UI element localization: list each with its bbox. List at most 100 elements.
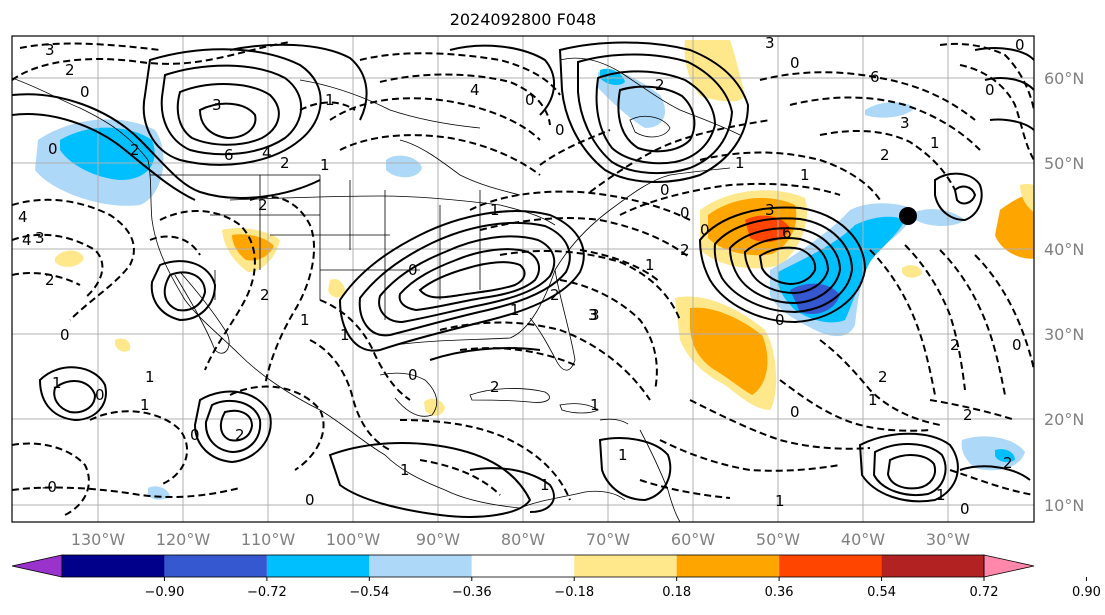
lat-label-20n: 20°N (1044, 410, 1084, 429)
location-marker (899, 207, 917, 225)
contour-label: 1 (540, 476, 550, 494)
colorbar-segment (266, 555, 370, 577)
colorbar-tick-label: 0.90 (1072, 585, 1101, 600)
positive-contours (12, 41, 1034, 518)
colorbar-tick-label: −0.18 (554, 585, 594, 600)
contour-label: 2 (235, 426, 245, 444)
contour-label: 3 (588, 306, 598, 324)
colorbar-tick-label: 0.54 (867, 585, 896, 600)
contour-label: -0 (42, 478, 57, 496)
contour-label: 2 (130, 141, 140, 159)
colorbar: −0.90 −0.72 −0.54 −0.36 −0.18 0.18 0.36 0.54 0.7… (11, 554, 1101, 600)
contour-label: 0 (700, 221, 710, 239)
contour-label: 2 (950, 336, 960, 354)
lon-label-40w: 40°W (841, 530, 885, 549)
colorbar-segment (62, 555, 165, 577)
contour-label: 0 (60, 326, 70, 344)
lat-label-10n: 10°N (1044, 496, 1084, 515)
lon-label-90w: 90°W (416, 530, 460, 549)
contour-label: 0 (680, 204, 690, 222)
contour-label: 3 (590, 306, 600, 324)
colorbar-frame (61, 554, 985, 578)
map-title: 2024092800 F048 (450, 10, 597, 29)
contour-label: 0 (1015, 36, 1025, 54)
contour-label: 2 (655, 76, 665, 94)
contour-label: 1 (510, 301, 520, 319)
contour-label: 2 (550, 286, 560, 304)
contour-label: 2 (878, 368, 888, 386)
contour-label: 4 (22, 231, 32, 249)
contour-label: 2 (258, 196, 268, 214)
contour-label: 1 (930, 134, 940, 152)
contour-label: 4 (262, 144, 272, 162)
contour-label: 1 (618, 446, 628, 464)
contour-label: 3 (765, 34, 775, 52)
contour-label: 1 (140, 396, 150, 414)
lat-lon-grid (12, 36, 1034, 522)
contour-label: 0 (1012, 336, 1022, 354)
contour-label: 1 (590, 396, 600, 414)
lat-label-40n: 40°N (1044, 240, 1084, 259)
contour-label: 1 (775, 492, 785, 510)
colorbar-tick-label: −0.72 (247, 585, 287, 600)
colorbar-segment (164, 555, 267, 577)
contour-label: 3 (900, 114, 910, 132)
contour-label: 1 (645, 256, 655, 274)
contour-label: 1 (325, 91, 335, 109)
contour-label: 0 (305, 491, 315, 509)
lon-label-50w: 50°W (756, 530, 800, 549)
contour-label: 1 (320, 156, 330, 174)
colorbar-segment (369, 555, 472, 577)
contour-label: 1 (936, 486, 946, 504)
lon-label-80w: 80°W (501, 530, 545, 549)
latitude-labels: 60°N 50°N 40°N 30°N 20°N 10°N (1044, 69, 1084, 515)
contour-label: 2 (260, 286, 270, 304)
contour-label: 0 (408, 261, 418, 279)
contour-label: 0 (80, 83, 90, 101)
colorbar-tick-label: −0.90 (145, 585, 185, 600)
contour-label: 1 (340, 326, 350, 344)
contour-label: 2 (963, 406, 973, 424)
contour-label: 0 (985, 81, 995, 99)
colorbar-tick-label: 0.18 (662, 585, 691, 600)
contour-label: 4 (18, 208, 28, 226)
contour-label: 1 (800, 166, 810, 184)
colorbar-tick-label: 0.36 (765, 585, 794, 600)
colorbar-segment (574, 555, 677, 577)
contour-label: 6 (870, 68, 880, 86)
lon-label-110w: 110°W (241, 530, 296, 549)
contour-label: 0 (525, 91, 535, 109)
lat-label-60n: 60°N (1044, 69, 1084, 88)
lon-label-60w: 60°W (671, 530, 715, 549)
colorbar-segment (779, 555, 882, 577)
lat-label-30n: 30°N (1044, 325, 1084, 344)
lon-label-120w: 120°W (156, 530, 211, 549)
contour-label: 3 (765, 201, 775, 219)
contour-label: 0 (95, 386, 105, 404)
lon-label-130w: 130°W (71, 530, 126, 549)
contour-label: 2 (490, 378, 500, 396)
contour-label: 6 (224, 146, 234, 164)
contour-label: 2 (880, 146, 890, 164)
colorbar-tick-label: −0.54 (349, 585, 389, 600)
contour-label: 4 (470, 81, 480, 99)
contour-label: 3 (35, 229, 45, 247)
contour-label: 1 (490, 201, 500, 219)
lon-label-30w: 30°W (926, 530, 970, 549)
contour-label: 1 (52, 374, 62, 392)
map-plot-area: 3 2 0 2 3 6 2 4 1 2 4 3 2 0 4 0 3 6 2 0 … (12, 34, 1034, 522)
contour-label: 2 (45, 271, 55, 289)
contour-label: 0 (408, 366, 418, 384)
colorbar-extend-low (11, 554, 63, 578)
colorbar-segment (676, 555, 780, 577)
contour-label: 6 (782, 224, 792, 242)
contour-label: 2 (65, 61, 75, 79)
contour-label: 1 (300, 311, 310, 329)
contour-label: 0 (190, 426, 200, 444)
lon-label-100w: 100°W (326, 530, 381, 549)
lon-label-70w: 70°W (586, 530, 630, 549)
longitude-labels: 130°W 120°W 110°W 100°W 90°W 80°W 70°W 6… (71, 530, 970, 549)
colorbar-tick-label: 0.72 (970, 585, 999, 600)
contour-label: 2 (280, 154, 290, 172)
